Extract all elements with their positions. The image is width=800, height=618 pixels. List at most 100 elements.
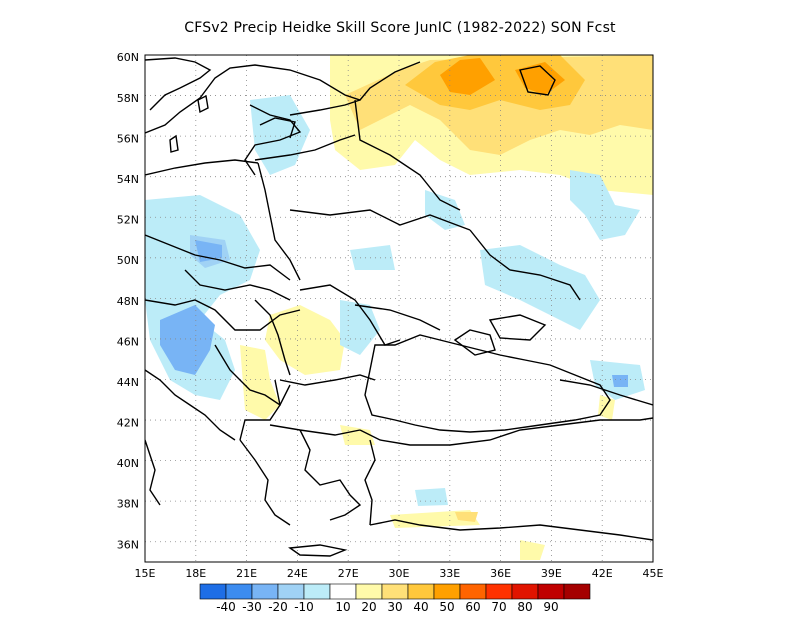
y-tick-54n: 54N [117,173,139,186]
colorbar-label-60: 60 [465,600,480,614]
colorbar-swatch [381,583,409,600]
shade-black-sea-10-20 [340,425,375,445]
shade-south-neg-10-20 [415,488,448,506]
colorbar-swatch [277,583,305,600]
border-latvia-lithuania [254,134,356,161]
map-frame [144,54,654,563]
border-russia-belarus [354,99,461,211]
border-serbia-bulgaria [239,379,281,441]
colorbar-swatch [563,583,591,600]
x-tick-30e: 30E [389,567,410,580]
shade-east-neg-10-20 [570,170,640,240]
gulf-of-riga [259,117,296,139]
colorbar-label-90: 90 [543,600,558,614]
colorbar-swatch [225,583,253,600]
sea-of-azov [488,314,547,341]
colorbar-swatch [485,583,513,600]
y-tick-36n: 36N [117,538,139,551]
y-tick-52n: 52N [117,214,139,227]
crimea [453,329,496,356]
turkey-border [359,417,653,446]
shade-southeast-10-20 [520,540,545,560]
colorbar-swatch [407,583,435,600]
shade-north-neg-10-20b [350,245,395,270]
y-tick-42n: 42N [117,417,139,430]
colorbar-label-20: 20 [361,600,376,614]
shade-north-neg-10-20 [250,95,310,175]
shade-north-40-50 [440,58,495,95]
shade-west-10-20 [240,345,280,420]
colorbar-swatch [251,583,279,600]
x-tick-45e: 45E [643,567,664,580]
border-czech-slovak [184,269,291,301]
polish-coast [145,159,259,176]
gotland [197,94,209,114]
map-area [145,55,653,562]
y-axis-ticks: 36N 38N 40N 42N 44N 46N 48N 50N 52N 54N … [117,51,139,551]
shade-east-10-20 [598,395,615,420]
border-romania-bulgaria [279,374,376,386]
shade-south-20-30 [455,512,478,522]
colorbar-label-m10: -10 [294,600,314,614]
x-tick-33e: 33E [439,567,460,580]
baltic-coast [145,61,421,134]
border-belarus-ukraine [289,209,471,231]
colorbar-swatch [459,583,487,600]
y-tick-44n: 44N [117,376,139,389]
shade-mid-neg-10-20 [340,300,380,355]
crete [288,544,348,557]
border-poland-belarus [257,162,301,281]
colorbar-labels: -40 -30 -20 -10 10 20 30 40 50 60 70 80 … [216,600,558,614]
scandinavia [145,57,212,111]
x-tick-42e: 42E [592,567,613,580]
x-tick-27e: 27E [338,567,359,580]
colorbar-label-m30: -30 [242,600,262,614]
x-tick-36e: 36E [490,567,511,580]
border-bulgaria-greece [269,424,361,436]
colorbar-swatch [433,583,461,600]
map-title: CFSv2 Precip Heidke Skill Score JunIC (1… [184,20,616,36]
y-tick-60n: 60N [117,51,139,64]
aegean-coast [299,429,362,521]
colorbar-label-40: 40 [413,600,428,614]
turkey-west-coast [364,439,376,526]
shade-east-neg-10-20c [480,245,600,330]
shade-east-neg-20-30 [612,375,628,387]
black-sea-coast [364,334,611,433]
border-ukraine-russia [469,229,581,301]
greece-coast [239,439,291,526]
colorbar-label-10: 10 [335,600,350,614]
shade-west-neg-20-30b [160,305,215,375]
border-hungary-romania [254,299,291,376]
colorbar: -40 -30 -20 -10 10 20 30 40 50 60 70 80 … [199,583,591,614]
x-tick-39e: 39E [541,567,562,580]
border-balkans [214,344,291,407]
x-tick-15e: 15E [135,567,156,580]
x-axis-ticks: 15E 18E 21E 24E 27E 30E 33E 36E 39E 42E … [135,567,664,580]
colorbar-label-m40: -40 [216,600,236,614]
border-austria-hungary [145,299,301,331]
colorbar-swatch [511,583,539,600]
border-romania-moldova [299,284,401,346]
y-tick-48n: 48N [117,295,139,308]
caucasus [559,379,653,406]
y-tick-38n: 38N [117,498,139,511]
italy-coast [145,439,161,506]
border-germany-poland [145,234,291,281]
adriatic-coast [145,369,236,441]
turkey-south-coast [369,519,653,541]
y-tick-46n: 46N [117,335,139,348]
colorbar-label-80: 80 [517,600,532,614]
border-estonia [289,99,361,116]
colorbar-label-30: 30 [387,600,402,614]
colorbar-swatch [329,583,357,600]
x-tick-24e: 24E [287,567,308,580]
colorbar-swatch [537,583,565,600]
colorbar-swatch [303,583,331,600]
colorbar-swatch [199,583,227,600]
y-tick-58n: 58N [117,92,139,105]
colorbar-label-m20: -20 [268,600,288,614]
colorbar-swatches [199,583,591,600]
y-tick-56n: 56N [117,132,139,145]
